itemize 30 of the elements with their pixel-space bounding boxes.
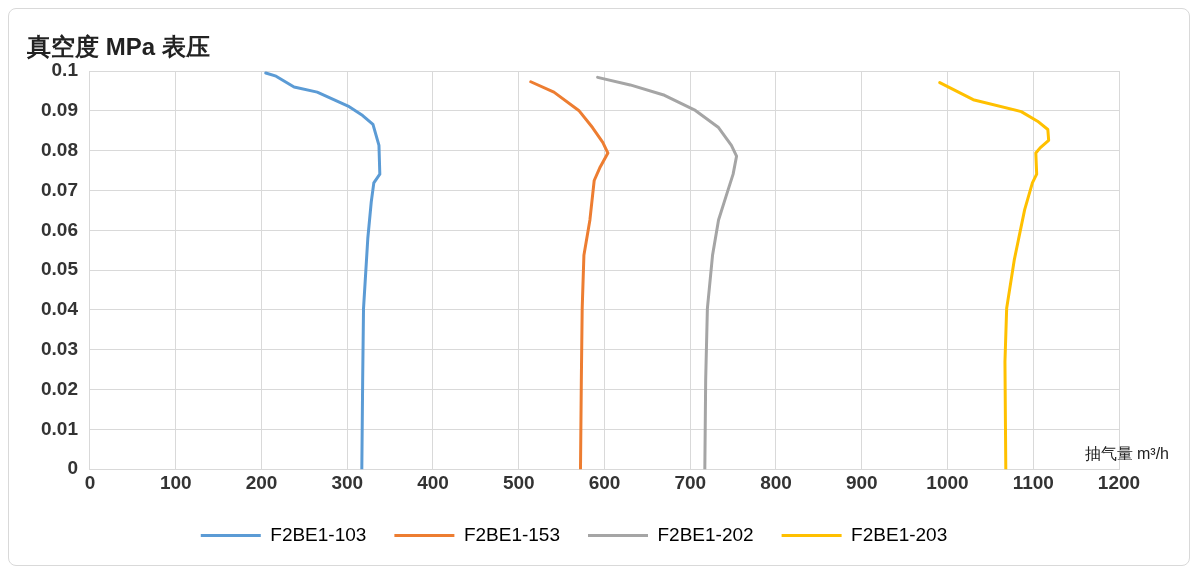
x-tick-label: 1100 [1012, 471, 1054, 493]
x-tick-label: 900 [845, 471, 878, 493]
x-tick-label: 700 [674, 471, 707, 493]
y-tick-label: 0 [67, 457, 78, 479]
x-tick-label: 0 [84, 471, 96, 493]
legend-label: F2BE1-153 [463, 523, 561, 545]
y-tick-label: 0.06 [41, 218, 78, 240]
x-tick-label: 500 [502, 471, 535, 493]
x-tick-label: 200 [245, 471, 278, 493]
x-tick-label: 100 [159, 471, 192, 493]
legend-label: F2BE1-103 [270, 523, 367, 545]
x-tick-label: 600 [588, 471, 621, 493]
x-tick-label: 800 [760, 471, 792, 493]
y-tick-label: 0.07 [41, 178, 78, 200]
y-tick-label: 0.03 [41, 337, 78, 359]
x-tick-label: 400 [417, 471, 449, 493]
y-tick-label: 0.08 [41, 138, 78, 160]
x-tick-label: 300 [331, 471, 364, 493]
x-tick-label: 1200 [1097, 471, 1141, 493]
y-tick-label: 0.09 [41, 99, 78, 121]
legend-label: F2BE1-202 [657, 523, 754, 545]
y-tick-label: 0.04 [41, 298, 79, 320]
x-axis-title: 抽气量 m³/h [1084, 445, 1169, 463]
legend-label: F2BE1-203 [851, 523, 948, 545]
x-tick-label: 1000 [926, 471, 969, 493]
y-tick-label: 0.02 [41, 377, 78, 399]
y-tick-label: 0.1 [51, 59, 79, 81]
y-tick-label: 0.01 [41, 417, 79, 439]
y-axis-title: 真空度 MPa 表压 [26, 33, 210, 60]
y-tick-label: 0.05 [41, 258, 79, 280]
